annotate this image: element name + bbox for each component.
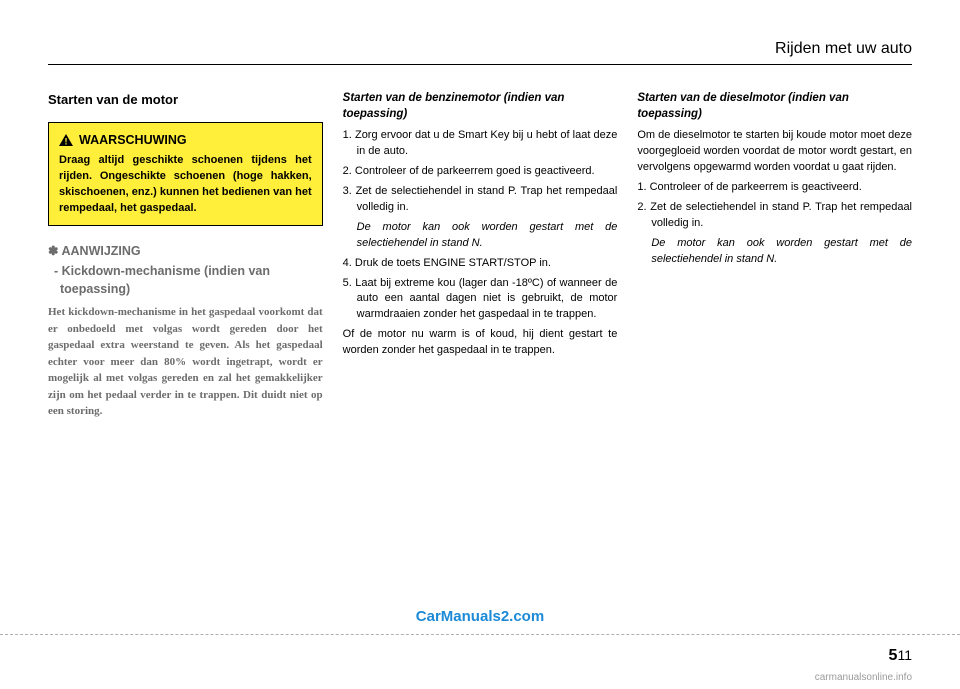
col3-intro: Om de dieselmotor te starten bij koude m…: [637, 128, 912, 176]
note-body: Het kickdown-mechanisme in het gaspedaal…: [48, 304, 323, 420]
col3-tail-note: De motor kan ook worden gestart met de s…: [637, 236, 912, 268]
column-2: Starten van de benzinemotor (indien van …: [343, 91, 618, 420]
warning-title-text: WAARSCHUWING: [79, 131, 187, 149]
note-subheading: - Kickdown-mechanisme (indien van toepas…: [48, 262, 323, 298]
header-title: Rijden met uw auto: [775, 40, 912, 57]
warning-title-row: ! WAARSCHUWING: [59, 131, 312, 149]
content-columns: Starten van de motor ! WAARSCHUWING Draa…: [48, 91, 912, 420]
step-item: Zet de selectiehendel in stand P. Trap h…: [343, 184, 618, 216]
col2-steps-a: Zorg ervoor dat u de Smart Key bij u heb…: [343, 128, 618, 216]
footer-link: carmanualsonline.info: [815, 672, 912, 683]
page-number: 511: [889, 647, 912, 665]
section-heading: Starten van de motor: [48, 91, 323, 110]
manual-page: Rijden met uw auto Starten van de motor …: [0, 0, 960, 689]
step-note: De motor kan ook worden gestart met de s…: [343, 220, 618, 252]
col3-steps: Controleer of de parkeerrem is geactivee…: [637, 180, 912, 232]
step-item: Controleer of de parkeerrem is geactivee…: [637, 180, 912, 196]
column-3: Starten van de dieselmotor (indien van t…: [637, 91, 912, 420]
warning-box: ! WAARSCHUWING Draag altijd geschikte sc…: [48, 122, 323, 226]
warning-body: Draag altijd geschikte schoenen tijdens …: [59, 153, 312, 217]
warning-triangle-icon: !: [59, 134, 73, 146]
svg-text:!: !: [65, 136, 68, 146]
col2-tail: Of de motor nu warm is of koud, hij dien…: [343, 327, 618, 359]
step-item: Zet de selectiehendel in stand P. Trap h…: [637, 200, 912, 232]
page-num: 11: [897, 647, 912, 663]
col2-steps-b: Druk de toets ENGINE START/STOP in. Laat…: [343, 256, 618, 324]
step-item: Druk de toets ENGINE START/STOP in.: [343, 256, 618, 272]
page-header: Rijden met uw auto: [48, 40, 912, 65]
col3-subheading: Starten van de dieselmotor (indien van t…: [637, 91, 912, 122]
column-1: Starten van de motor ! WAARSCHUWING Draa…: [48, 91, 323, 420]
step-item: Zorg ervoor dat u de Smart Key bij u heb…: [343, 128, 618, 160]
footer-divider: [0, 634, 960, 635]
note-heading: ✽ AANWIJZING: [48, 242, 323, 260]
step-item: Laat bij extreme kou (lager dan -18ºC) o…: [343, 276, 618, 324]
col2-subheading: Starten van de benzinemotor (indien van …: [343, 91, 618, 122]
step-item: Controleer of de parkeerrem goed is geac…: [343, 164, 618, 180]
watermark-text: CarManuals2.com: [0, 608, 960, 625]
